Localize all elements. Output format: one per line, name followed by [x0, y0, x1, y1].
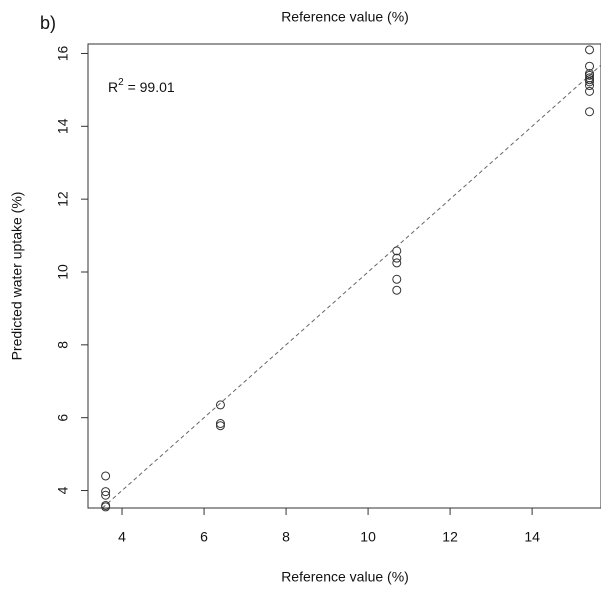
point: [215, 421, 225, 431]
x-tick-label: 14: [524, 529, 540, 545]
point: [585, 61, 595, 71]
point: [392, 246, 402, 256]
point: [101, 502, 111, 512]
annotation-sup: 2: [118, 77, 124, 88]
point: [585, 75, 595, 85]
x-tick-label: 8: [282, 529, 290, 545]
point: [585, 77, 595, 87]
x-tick-label: 4: [118, 529, 126, 545]
x-tick-label: 10: [360, 529, 376, 545]
point: [215, 400, 225, 410]
y-tick-label: 10: [55, 264, 71, 280]
identity-line: [102, 64, 601, 509]
point: [392, 285, 402, 295]
annotation-rest: = 99.01: [124, 79, 175, 95]
point: [101, 471, 111, 481]
point: [101, 490, 111, 500]
point: [392, 253, 402, 263]
plot-frame: [87, 43, 601, 509]
chart-title: Reference value (%): [281, 9, 409, 25]
point: [585, 107, 595, 117]
point: [215, 419, 225, 429]
x-tick-label: 12: [442, 529, 458, 545]
x-tick-label: 6: [200, 529, 208, 545]
point: [101, 487, 111, 497]
y-tick-label: 6: [55, 414, 71, 422]
point: [585, 81, 595, 91]
point: [585, 45, 595, 55]
y-tick-label: 12: [55, 191, 71, 207]
point: [392, 274, 402, 284]
y-tick-label: 4: [55, 486, 71, 494]
y-tick-label: 16: [55, 45, 71, 61]
point: [585, 70, 595, 80]
y-tick-label: 8: [55, 341, 71, 349]
panel-label: b): [40, 13, 56, 33]
point: [585, 86, 595, 96]
x-axis-label: Reference value (%): [281, 569, 409, 585]
annotation: R2 = 99.01: [108, 77, 175, 95]
point: [392, 258, 402, 268]
y-axis-label: Predicted water uptake (%): [9, 192, 25, 361]
y-tick-label: 14: [55, 118, 71, 134]
annotation-base: R: [108, 79, 118, 95]
